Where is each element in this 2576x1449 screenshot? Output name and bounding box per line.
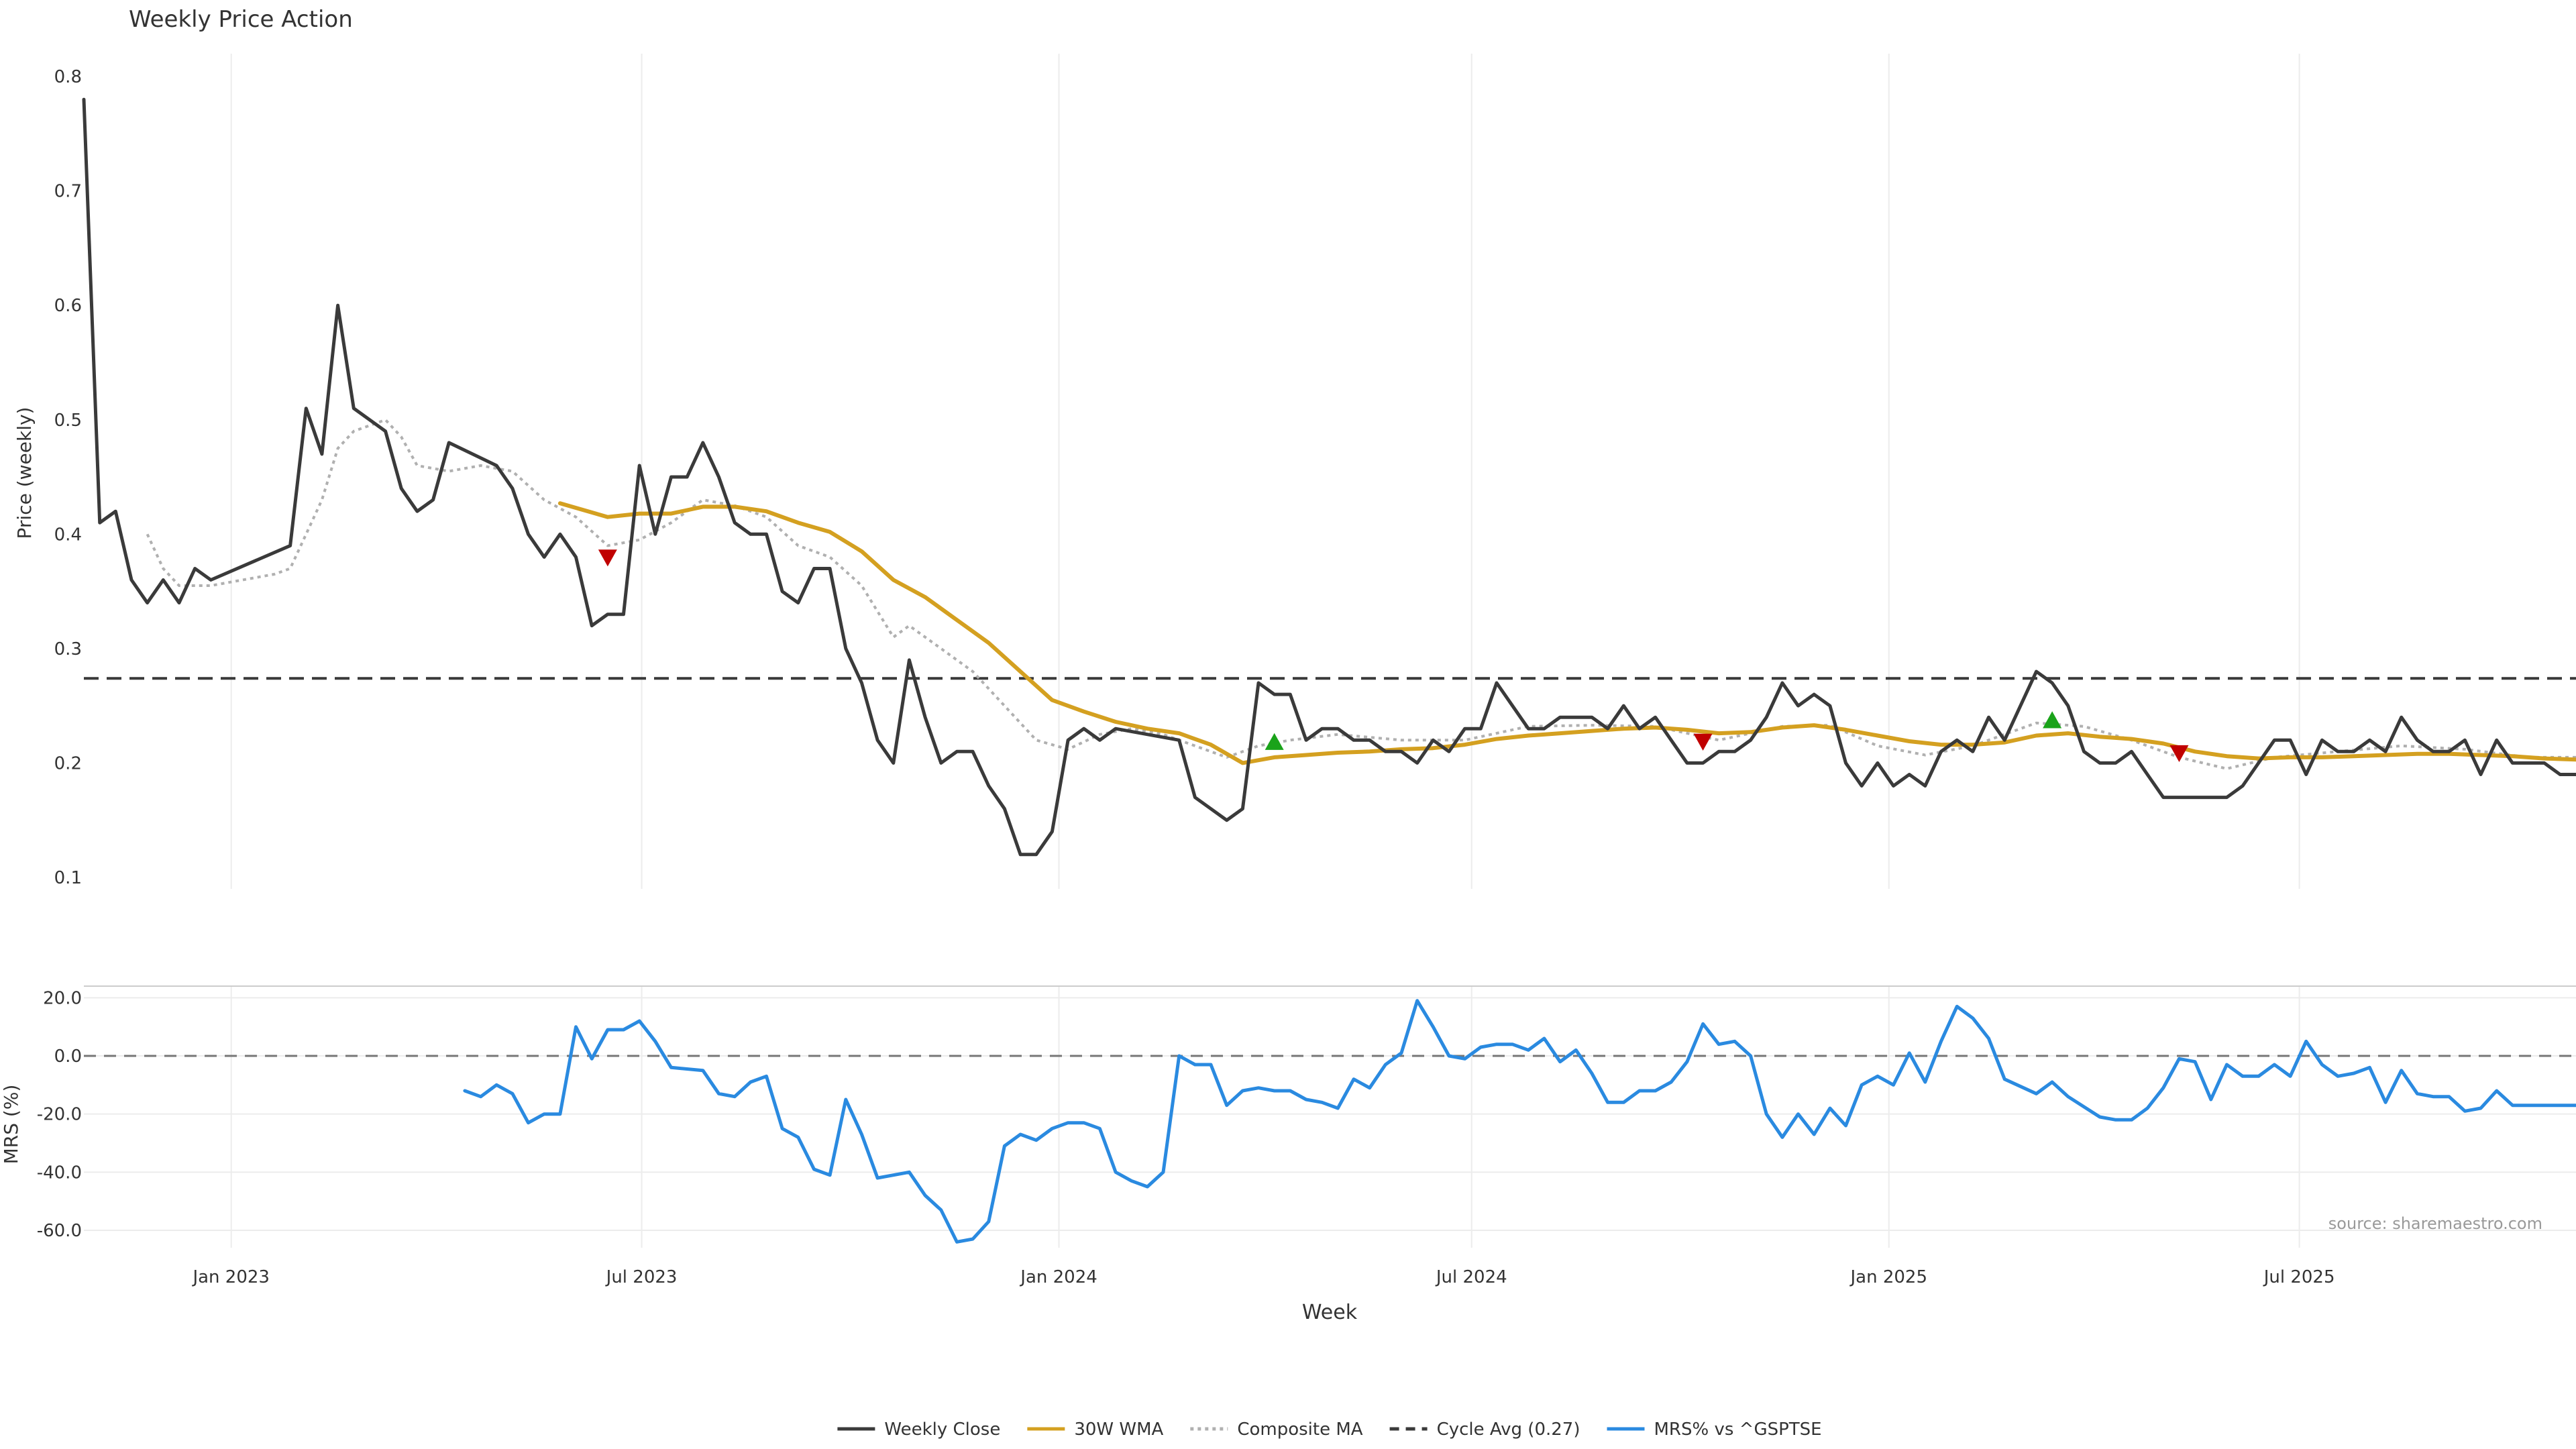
mrs-y-axis: 20.0 0.0 -20.0 -40.0 -60.0 — [37, 988, 82, 1241]
legend-label-mrs-vs-gsptse: MRS% vs ^GSPTSE — [1654, 1419, 1821, 1440]
mrs-y-tick-label-0-0: 0.0 — [54, 1046, 82, 1067]
legend-label-cycle-avg-0-27: Cycle Avg (0.27) — [1437, 1419, 1580, 1440]
legend: Weekly Close 30W WMA Composite MA Cycle Avg… — [837, 1419, 1822, 1440]
signal-markers — [598, 549, 2189, 763]
mrs-y-tick-label-20-0: -20.0 — [37, 1105, 82, 1125]
x-axis: Jan 2023 Jul 2023 Jan 2024 Jul 2024 Jan 2025… — [191, 1267, 2334, 1287]
signal-marker-down — [598, 549, 617, 567]
legend-label-weekly-close: Weekly Close — [884, 1419, 1000, 1440]
price-y-axis-label: Price (weekly) — [13, 407, 36, 539]
legend-label-composite-ma: Composite MA — [1237, 1419, 1362, 1440]
x-axis-label: Week — [1302, 1301, 1358, 1324]
x-tick-label-jul-2025: Jul 2025 — [2263, 1267, 2335, 1287]
price-y-tick-label-0-7: 0.7 — [54, 182, 82, 202]
price-y-axis: 0.1 0.2 0.3 0.4 0.5 0.6 0.7 0.8 — [54, 67, 82, 888]
signal-marker-down — [2169, 745, 2189, 763]
x-tick-label-jan-2025: Jan 2025 — [1849, 1267, 1927, 1287]
x-tick-label-jul-2023: Jul 2023 — [605, 1267, 678, 1287]
series-line-weekly-close — [82, 97, 2576, 857]
price-y-tick-label-0-8: 0.8 — [54, 67, 82, 87]
x-tick-label-jan-2024: Jan 2024 — [1019, 1267, 1097, 1287]
mrs-y-tick-label-60-0: -60.0 — [37, 1221, 82, 1241]
source-note: source: sharemaestro.com — [2328, 1214, 2542, 1233]
price-y-tick-label-0-4: 0.4 — [54, 525, 82, 545]
price-y-tick-label-0-1: 0.1 — [54, 868, 82, 888]
price-series-group — [82, 97, 2576, 857]
series-line-30w-wma — [557, 501, 2576, 765]
x-tick-label-jul-2024: Jul 2024 — [1435, 1267, 1507, 1287]
signal-marker-up — [1265, 733, 1284, 750]
series-line-mrs-vs-gsptse — [463, 999, 2576, 1244]
price-y-tick-label-0-5: 0.5 — [54, 411, 82, 431]
signal-marker-down — [1693, 733, 1713, 751]
mrs-y-tick-label-40-0: -40.0 — [37, 1163, 82, 1183]
price-y-tick-label-0-6: 0.6 — [54, 296, 82, 316]
price-y-tick-label-0-3: 0.3 — [54, 639, 82, 659]
chart-title: Weekly Price Action — [129, 6, 353, 33]
legend-label-30w-wma: 30W WMA — [1074, 1419, 1163, 1440]
mrs-y-tick-label-20-0: 20.0 — [43, 988, 82, 1008]
mrs-series-group — [463, 999, 2576, 1244]
mrs-y-axis-label: MRS (%) — [0, 1085, 22, 1165]
price-panel-grid — [230, 54, 2300, 889]
price-y-tick-label-0-2: 0.2 — [54, 753, 82, 773]
x-tick-label-jan-2023: Jan 2023 — [191, 1267, 270, 1287]
signal-marker-up — [2043, 711, 2062, 729]
